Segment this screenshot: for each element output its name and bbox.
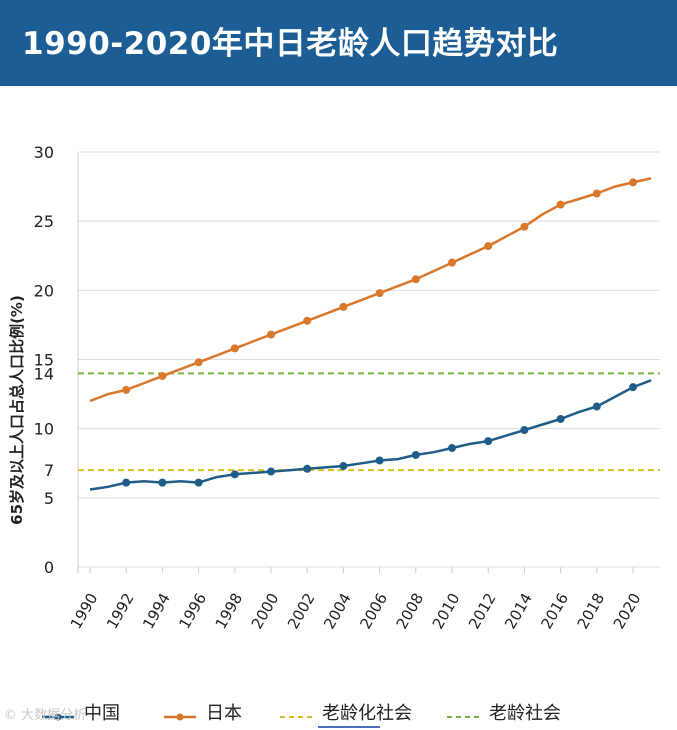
title-bar: 1990-2020年中日老龄人口趋势对比 xyxy=(0,0,677,86)
legend-swatch-aging-society xyxy=(278,707,314,718)
legend: 中国 日本 老龄化社会 老龄社会 xyxy=(0,690,677,730)
y-tick-label: 7 xyxy=(44,461,54,480)
x-tick-label: 1996 xyxy=(175,590,210,632)
y-tick-label: 14 xyxy=(34,364,54,383)
legend-underline xyxy=(318,726,380,728)
legend-item-aging-society: 老龄化社会 xyxy=(278,700,412,724)
data-point-japan xyxy=(520,222,529,231)
legend-swatch-aged-society xyxy=(445,707,481,718)
data-point-japan xyxy=(592,189,601,198)
y-axis-label: 65岁及以上人口占总人口比例(%) xyxy=(8,295,26,525)
x-axis-ticks: 1990 1992 1994 1996 1998 2000 2002 2004 2006 2008… xyxy=(67,567,645,632)
data-point-japan xyxy=(122,385,131,394)
data-point-japan xyxy=(194,358,203,367)
data-point-china xyxy=(520,426,529,435)
series-line-japan xyxy=(89,177,652,403)
series-line-china xyxy=(89,379,652,491)
data-point-china xyxy=(158,478,167,487)
legend-item-china: 中国 xyxy=(40,700,120,724)
data-point-china xyxy=(411,450,420,459)
x-tick-label: 2006 xyxy=(356,590,391,632)
y-tick-label: 5 xyxy=(44,489,54,508)
legend-label-aged-society: 老龄社会 xyxy=(489,703,561,724)
x-tick-label: 2000 xyxy=(248,590,283,632)
y-tick-label: 15 xyxy=(34,351,54,370)
data-point-china xyxy=(484,437,493,446)
x-tick-label: 2010 xyxy=(429,590,464,632)
x-tick-label: 1994 xyxy=(139,590,174,632)
legend-label-aging-society: 老龄化社会 xyxy=(322,703,412,724)
legend-item-japan: 日本 xyxy=(162,700,242,724)
data-point-japan xyxy=(629,178,637,187)
data-point-china xyxy=(629,383,637,392)
legend-item-aged-society: 老龄社会 xyxy=(445,700,561,724)
x-tick-label: 2016 xyxy=(537,590,572,632)
legend-label-japan: 日本 xyxy=(206,703,242,724)
data-point-china xyxy=(194,478,203,487)
x-tick-label: 1990 xyxy=(67,590,102,632)
data-point-china xyxy=(556,414,565,423)
x-tick-label: 1992 xyxy=(103,590,138,632)
y-tick-label: 30 xyxy=(34,143,54,162)
data-point-china xyxy=(122,478,131,487)
x-tick-label: 2008 xyxy=(393,590,428,632)
y-tick-label: 25 xyxy=(34,212,54,231)
y-tick-label: 10 xyxy=(34,420,54,439)
data-point-japan xyxy=(303,316,312,325)
x-tick-label: 2014 xyxy=(501,590,536,632)
data-point-china xyxy=(592,402,601,411)
data-point-china xyxy=(267,467,275,476)
y-tick-label: 20 xyxy=(34,281,54,300)
data-point-china xyxy=(303,464,312,473)
legend-swatch-japan xyxy=(162,707,198,721)
data-point-japan xyxy=(484,242,493,251)
watermark: © 大数据分析 xyxy=(4,708,87,723)
data-point-japan xyxy=(556,200,565,209)
data-point-china xyxy=(448,444,456,453)
data-point-japan xyxy=(339,302,348,311)
data-point-japan xyxy=(267,330,275,339)
legend-swatch-china xyxy=(40,707,76,721)
x-tick-label: 2018 xyxy=(574,590,609,632)
x-tick-label: 2012 xyxy=(465,590,500,632)
data-point-japan xyxy=(230,344,239,353)
x-tick-label: 2002 xyxy=(284,590,319,632)
x-tick-label: 2020 xyxy=(610,590,645,632)
data-point-china xyxy=(339,462,348,471)
x-tick-label: 2004 xyxy=(320,590,355,632)
chart-title: 1990-2020年中日老龄人口趋势对比 xyxy=(22,26,559,62)
reference-lines xyxy=(78,372,660,472)
grid-lines xyxy=(77,151,660,573)
data-point-china xyxy=(375,456,384,465)
data-point-japan xyxy=(375,289,384,298)
legend-label-china: 中国 xyxy=(84,703,120,724)
data-point-china xyxy=(230,470,239,479)
data-series xyxy=(89,177,652,491)
x-tick-label: 1998 xyxy=(212,590,247,632)
data-point-japan xyxy=(158,372,167,381)
y-tick-label: 0 xyxy=(44,558,54,577)
data-point-japan xyxy=(411,275,420,284)
data-point-japan xyxy=(448,258,456,267)
